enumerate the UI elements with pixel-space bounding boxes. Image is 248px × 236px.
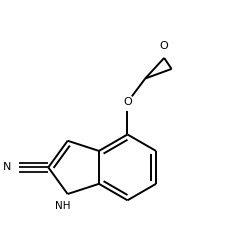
Text: NH: NH: [55, 201, 70, 211]
Text: N: N: [3, 162, 11, 172]
Text: O: O: [123, 97, 132, 107]
Text: O: O: [160, 41, 169, 51]
